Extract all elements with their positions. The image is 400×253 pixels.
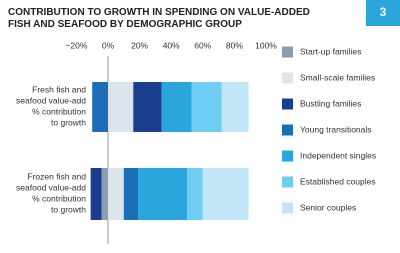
chart-title: CONTRIBUTION TO GROWTH IN SPENDING ON VA…: [8, 7, 310, 30]
legend-swatch: [282, 150, 293, 162]
bar-segment: [187, 168, 203, 220]
legend-label: Start-up families: [300, 46, 361, 56]
bar-segment: [138, 168, 187, 220]
legend-label: Bustling families: [300, 98, 361, 108]
bar-segment: [133, 82, 162, 132]
legend-swatch: [282, 72, 293, 84]
x-tick-label: 80%: [226, 40, 243, 50]
bar-segment: [191, 82, 222, 132]
bar-segment: [202, 168, 249, 220]
legend-swatch: [282, 176, 293, 188]
x-tick-label: −20%: [65, 40, 87, 50]
figure-label: 3: [380, 5, 387, 19]
legend-swatch: [282, 202, 293, 214]
bar-segment: [108, 82, 134, 132]
category-label: Frozen fish and seafood value-add% contri…: [16, 172, 86, 215]
x-tick-label: 20%: [131, 40, 148, 50]
bar-segment: [161, 82, 192, 132]
x-tick-label: 100%: [255, 40, 277, 50]
legend-swatch: [282, 124, 293, 136]
x-tick-label: 60%: [194, 40, 211, 50]
bar-segment: [90, 168, 102, 220]
bar-segment: [123, 168, 139, 220]
legend-swatch: [282, 46, 293, 58]
bar-segment: [101, 168, 108, 220]
bar-segment: [221, 82, 249, 132]
legend-label: Young transitionals: [300, 124, 372, 134]
legend-swatch: [282, 98, 293, 110]
bar-segment: [92, 82, 108, 132]
legend-label: Established couples: [300, 176, 376, 186]
legend-label: Independent singles: [300, 150, 376, 160]
category-label: Fresh fish and seafood value-add% contrib…: [16, 85, 86, 128]
bar-segment: [108, 168, 124, 220]
x-tick-label: 0%: [102, 40, 115, 50]
x-tick-label: 40%: [163, 40, 180, 50]
figure-badge: [366, 0, 400, 26]
legend-label: Senior couples: [300, 202, 356, 212]
legend-label: Small-scale families: [300, 72, 375, 82]
